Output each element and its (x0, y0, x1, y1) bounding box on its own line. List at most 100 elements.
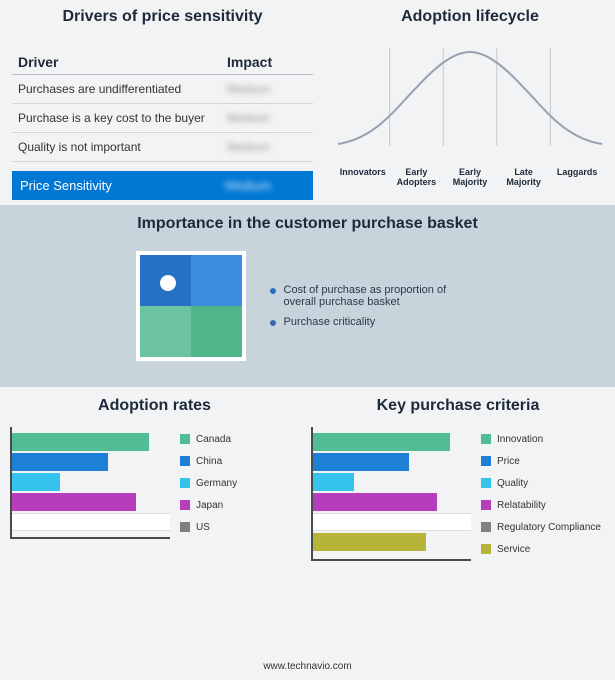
curve-stage-label: LateMajority (497, 168, 551, 188)
panel-basket: Importance in the customer purchase bask… (0, 205, 615, 387)
bar (313, 533, 426, 551)
legend-swatch (481, 456, 491, 466)
quadrant-cell (140, 306, 191, 357)
legend-item: Germany (180, 473, 299, 493)
quadrant-dot (160, 275, 176, 291)
criteria-bars (311, 427, 471, 561)
legend-swatch (180, 478, 190, 488)
legend-label: Quality (497, 478, 528, 489)
drivers-table: Driver Impact Purchases are undifferenti… (12, 50, 313, 200)
legend-label: Regulatory Compliance (497, 522, 601, 533)
bar (12, 453, 108, 471)
legend-item: Canada (180, 429, 299, 449)
table-row: Purchases are undifferentiatedMedium (12, 75, 313, 104)
legend-label: Canada (196, 434, 231, 445)
bar (12, 473, 60, 491)
basket-body: Cost of purchase as proportion of overal… (0, 241, 615, 371)
panel-drivers: Drivers of price sensitivity Driver Impa… (0, 0, 325, 205)
table-row: Quality is not importantMedium (12, 133, 313, 162)
legend-swatch (180, 500, 190, 510)
legend-label: Cost of purchase as proportion of overal… (284, 284, 480, 308)
legend-item: Relatability (481, 495, 605, 515)
bell-curve-path (338, 52, 602, 144)
drivers-table-head: Driver Impact (12, 50, 313, 75)
bar (313, 433, 450, 451)
legend-item: US (180, 517, 299, 537)
legend-item: China (180, 451, 299, 471)
legend-swatch (481, 500, 491, 510)
footer-text: www.technavio.com (0, 655, 615, 680)
curve-gridlines (390, 48, 551, 146)
legend-swatch (481, 434, 491, 444)
adoption-curve: InnovatorsEarlyAdoptersEarlyMajorityLate… (336, 38, 604, 188)
row-top: Drivers of price sensitivity Driver Impa… (0, 0, 615, 205)
criteria-legend: Innovation Price Quality Relatability Regula… (481, 427, 605, 561)
legend-swatch (481, 478, 491, 488)
legend-swatch (481, 522, 491, 532)
legend-item: Quality (481, 473, 605, 493)
legend-label: Purchase criticality (284, 316, 376, 328)
drivers-summary: Price Sensitivity Medium (12, 171, 313, 200)
legend-label: Service (497, 544, 530, 555)
legend-item: Japan (180, 495, 299, 515)
panel-adoption-lifecycle: Adoption lifecycle InnovatorsEarlyAdopte… (325, 0, 615, 205)
legend-bullet (270, 320, 276, 326)
driver-cell: Quality is not important (18, 140, 227, 154)
table-row: Purchase is a key cost to the buyerMediu… (12, 104, 313, 133)
legend-label: Japan (196, 500, 223, 511)
panel-purchase-criteria: Key purchase criteria Innovation Price Qua… (305, 387, 615, 655)
bar (12, 493, 136, 511)
page: Drivers of price sensitivity Driver Impa… (0, 0, 615, 680)
col-impact: Impact (227, 54, 307, 70)
basket-title: Importance in the customer purchase bask… (0, 215, 615, 233)
legend-item: Price (481, 451, 605, 471)
legend-label: US (196, 522, 210, 533)
quadrant-cell (191, 255, 242, 306)
bar (12, 513, 170, 531)
legend-swatch (481, 544, 491, 554)
driver-cell: Purchases are undifferentiated (18, 82, 227, 96)
impact-cell: Medium (227, 140, 307, 154)
rates-chart-wrap: Canada China Germany Japan US (10, 427, 299, 539)
criteria-title: Key purchase criteria (311, 397, 605, 415)
legend-item: Regulatory Compliance (481, 517, 605, 537)
curve-stage-label: EarlyAdopters (390, 168, 444, 188)
impact-cell: Medium (227, 82, 307, 96)
rates-title: Adoption rates (10, 397, 299, 415)
legend-label: Relatability (497, 500, 546, 511)
bar (313, 513, 471, 531)
legend-item: Cost of purchase as proportion of overal… (270, 284, 480, 308)
criteria-chart-wrap: Innovation Price Quality Relatability Regula… (311, 427, 605, 561)
bar (313, 453, 409, 471)
rates-legend: Canada China Germany Japan US (180, 427, 299, 539)
quadrant-cell (191, 306, 242, 357)
basket-legend: Cost of purchase as proportion of overal… (270, 276, 480, 336)
curve-stage-labels: InnovatorsEarlyAdoptersEarlyMajorityLate… (336, 168, 604, 188)
legend-swatch (180, 522, 190, 532)
bar (313, 493, 437, 511)
curve-stage-label: Laggards (550, 168, 604, 188)
legend-item: Innovation (481, 429, 605, 449)
driver-cell: Purchase is a key cost to the buyer (18, 111, 227, 125)
row-bottom: Adoption rates Canada China Germany Japan US… (0, 387, 615, 655)
drivers-title: Drivers of price sensitivity (12, 8, 313, 26)
quadrant-chart (136, 251, 246, 361)
legend-item: Service (481, 539, 605, 559)
summary-value: Medium (225, 178, 305, 193)
curve-stage-label: EarlyMajority (443, 168, 497, 188)
legend-label: China (196, 456, 222, 467)
panel-adoption-rates: Adoption rates Canada China Germany Japan US (0, 387, 305, 655)
bar (313, 473, 354, 491)
summary-label: Price Sensitivity (20, 178, 225, 193)
legend-swatch (180, 434, 190, 444)
legend-label: Germany (196, 478, 237, 489)
adoption-curve-svg (336, 38, 604, 168)
legend-label: Innovation (497, 434, 543, 445)
adoption-title: Adoption lifecycle (331, 8, 609, 26)
bar (12, 433, 149, 451)
impact-cell: Medium (227, 111, 307, 125)
curve-stage-label: Innovators (336, 168, 390, 188)
legend-item: Purchase criticality (270, 316, 480, 328)
legend-swatch (180, 456, 190, 466)
col-driver: Driver (18, 54, 227, 70)
